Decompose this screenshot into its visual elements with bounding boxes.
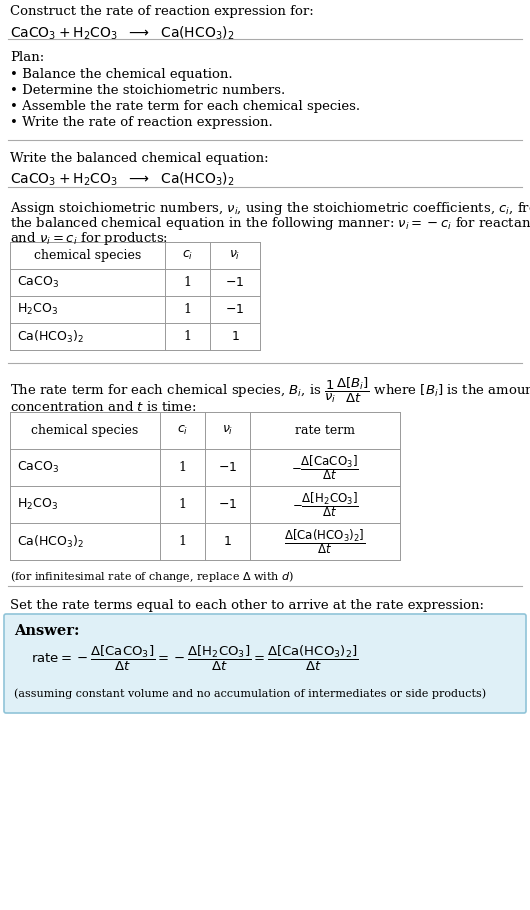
Text: chemical species: chemical species (31, 424, 139, 437)
Text: 1: 1 (179, 535, 187, 548)
Text: • Assemble the rate term for each chemical species.: • Assemble the rate term for each chemic… (10, 100, 360, 113)
Text: $\mathrm{H_2CO_3}$: $\mathrm{H_2CO_3}$ (17, 497, 58, 512)
Text: $1$: $1$ (223, 535, 232, 548)
Text: rate term: rate term (295, 424, 355, 437)
Text: $-1$: $-1$ (225, 276, 245, 289)
Text: $c_i$: $c_i$ (182, 249, 193, 262)
Text: $\mathrm{Ca(HCO_3)_2}$: $\mathrm{Ca(HCO_3)_2}$ (17, 329, 84, 345)
Text: $-1$: $-1$ (218, 498, 237, 511)
Text: • Determine the stoichiometric numbers.: • Determine the stoichiometric numbers. (10, 84, 285, 97)
Text: 1: 1 (183, 276, 191, 289)
Text: Plan:: Plan: (10, 51, 44, 64)
Text: $\mathrm{rate} = -\dfrac{\Delta[\mathrm{CaCO_3}]}{\Delta t} = -\dfrac{\Delta[\ma: $\mathrm{rate} = -\dfrac{\Delta[\mathrm{… (31, 644, 359, 673)
Text: The rate term for each chemical species, $B_i$, is $\dfrac{1}{\nu_i}\dfrac{\Delt: The rate term for each chemical species,… (10, 376, 530, 405)
Text: $\mathrm{CaCO_3 + H_2CO_3\ \ \longrightarrow\ \ Ca(HCO_3)_2}$: $\mathrm{CaCO_3 + H_2CO_3\ \ \longrighta… (10, 25, 234, 43)
Text: (assuming constant volume and no accumulation of intermediates or side products): (assuming constant volume and no accumul… (14, 689, 486, 699)
Text: $\nu_i$: $\nu_i$ (229, 249, 241, 262)
Text: the balanced chemical equation in the following manner: $\nu_i = -c_i$ for react: the balanced chemical equation in the fo… (10, 215, 530, 232)
Text: Construct the rate of reaction expression for:: Construct the rate of reaction expressio… (10, 5, 314, 18)
Text: Answer:: Answer: (14, 624, 80, 638)
FancyBboxPatch shape (4, 614, 526, 713)
Text: $\mathrm{CaCO_3 + H_2CO_3\ \ \longrightarrow\ \ Ca(HCO_3)_2}$: $\mathrm{CaCO_3 + H_2CO_3\ \ \longrighta… (10, 171, 234, 188)
Text: Assign stoichiometric numbers, $\nu_i$, using the stoichiometric coefficients, $: Assign stoichiometric numbers, $\nu_i$, … (10, 200, 530, 217)
Text: $\mathrm{Ca(HCO_3)_2}$: $\mathrm{Ca(HCO_3)_2}$ (17, 533, 84, 550)
Text: and $\nu_i = c_i$ for products:: and $\nu_i = c_i$ for products: (10, 230, 168, 247)
Text: concentration and $t$ is time:: concentration and $t$ is time: (10, 400, 197, 414)
Text: Set the rate terms equal to each other to arrive at the rate expression:: Set the rate terms equal to each other t… (10, 599, 484, 612)
Text: $-1$: $-1$ (218, 461, 237, 474)
Text: $\mathrm{H_2CO_3}$: $\mathrm{H_2CO_3}$ (17, 302, 58, 317)
Text: 1: 1 (179, 461, 187, 474)
Text: $-\dfrac{\Delta[\mathrm{H_2CO_3}]}{\Delta t}$: $-\dfrac{\Delta[\mathrm{H_2CO_3}]}{\Delt… (292, 490, 358, 519)
Text: Write the balanced chemical equation:: Write the balanced chemical equation: (10, 152, 269, 165)
Text: (for infinitesimal rate of change, replace $\Delta$ with $d$): (for infinitesimal rate of change, repla… (10, 569, 294, 584)
Text: 1: 1 (183, 303, 191, 316)
Text: $-\dfrac{\Delta[\mathrm{CaCO_3}]}{\Delta t}$: $-\dfrac{\Delta[\mathrm{CaCO_3}]}{\Delta… (291, 453, 359, 482)
Text: chemical species: chemical species (34, 249, 141, 262)
Text: $\dfrac{\Delta[\mathrm{Ca(HCO_3)_2}]}{\Delta t}$: $\dfrac{\Delta[\mathrm{Ca(HCO_3)_2}]}{\D… (284, 527, 366, 556)
Text: • Balance the chemical equation.: • Balance the chemical equation. (10, 68, 233, 81)
Text: $\nu_i$: $\nu_i$ (222, 424, 233, 437)
Text: 1: 1 (179, 498, 187, 511)
Text: • Write the rate of reaction expression.: • Write the rate of reaction expression. (10, 116, 273, 129)
Text: $1$: $1$ (231, 330, 240, 343)
Text: $c_i$: $c_i$ (177, 424, 188, 437)
Text: $-1$: $-1$ (225, 303, 245, 316)
Text: 1: 1 (183, 330, 191, 343)
Text: $\mathrm{CaCO_3}$: $\mathrm{CaCO_3}$ (17, 460, 59, 475)
Text: $\mathrm{CaCO_3}$: $\mathrm{CaCO_3}$ (17, 275, 59, 290)
